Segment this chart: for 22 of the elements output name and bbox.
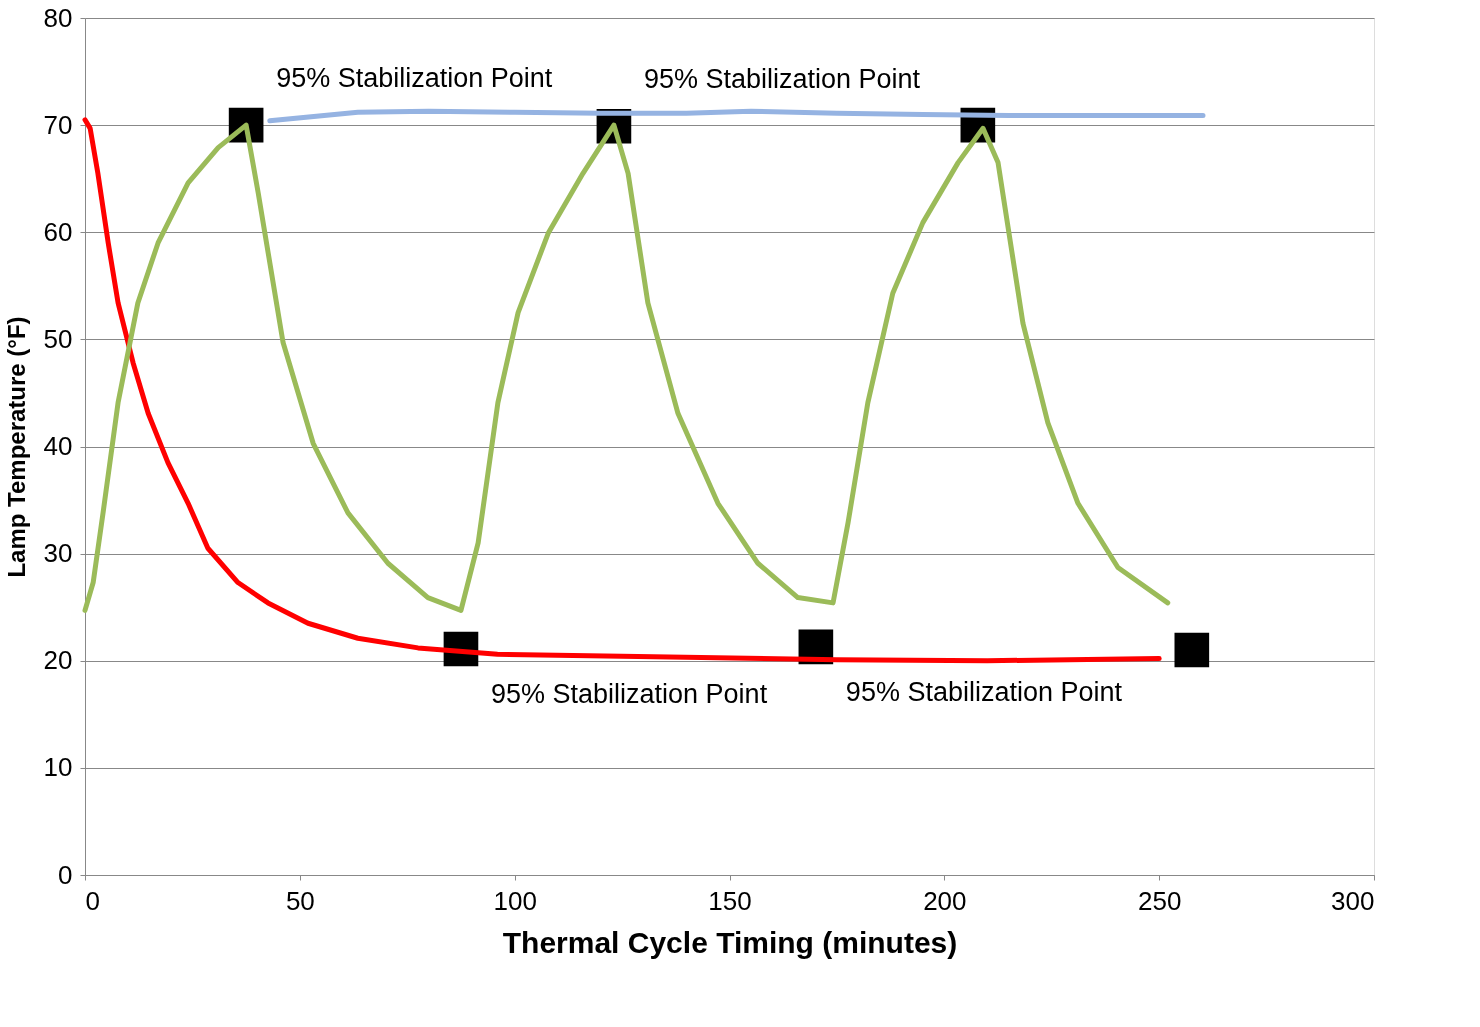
x-tick-label: 300 <box>1331 885 1375 916</box>
x-tick-label: 50 <box>285 885 315 916</box>
y-tick-label: 30 <box>43 538 73 569</box>
x-tick-label: 150 <box>708 885 752 916</box>
y-tick-label: 20 <box>43 645 73 676</box>
x-tick-label: 250 <box>1137 885 1182 916</box>
x-axis-title: Thermal Cycle Timing (minutes) <box>502 925 958 959</box>
y-tick-label: 50 <box>43 323 73 354</box>
y-tick-label: 40 <box>43 431 73 461</box>
y-tick-label: 80 <box>43 2 73 33</box>
x-tick-label: 0 <box>85 885 100 916</box>
y-tick-label: 70 <box>43 109 73 140</box>
y-axis-title: Lamp Temperature (°F) <box>2 316 30 578</box>
x-tick-label: 100 <box>493 885 537 916</box>
annotation: 95% Stabilization Point <box>845 676 1123 707</box>
y-tick-label: 60 <box>43 216 73 247</box>
annotation: 95% Stabilization Point <box>643 64 921 95</box>
y-tick-label: 0 <box>58 859 73 890</box>
annotation: 95% Stabilization Point <box>490 678 768 709</box>
y-tick-label: 10 <box>43 752 73 783</box>
annotation: 95% Stabilization Point <box>276 63 553 94</box>
x-tick-label: 200 <box>923 885 967 916</box>
